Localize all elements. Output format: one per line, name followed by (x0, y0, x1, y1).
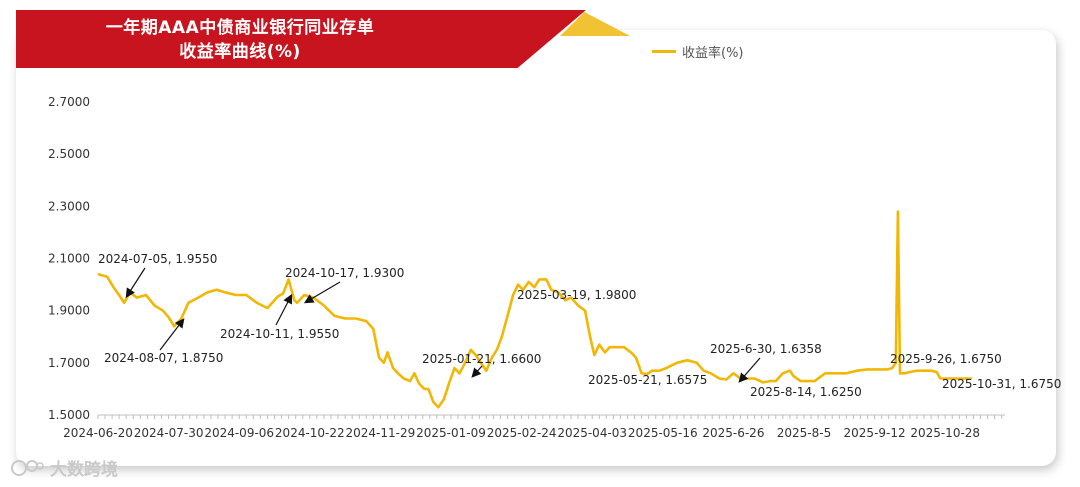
annotation-arrow (125, 267, 146, 299)
annotation-label: 2024-10-11, 1.9550 (220, 327, 339, 341)
annotation-label: 2025-6-30, 1.6358 (710, 342, 822, 356)
annotation-label: 2025-03-19, 1.9800 (517, 288, 636, 302)
x-tick-label: 2025-05-16 (628, 426, 698, 440)
annotation-label: 2025-8-14, 1.6250 (750, 385, 862, 399)
legend-label: 收益率(%) (682, 46, 744, 61)
watermark-text: 大数跨境 (50, 460, 118, 480)
series-line (97, 210, 972, 409)
y-tick-label: 1.9000 (48, 304, 90, 318)
y-tick-label: 1.5000 (48, 408, 90, 422)
chart-card (16, 30, 1056, 466)
y-tick-label: 1.7000 (48, 356, 90, 370)
x-tick-label: 2024-07-30 (134, 426, 204, 440)
x-tick-label: 2025-01-09 (416, 426, 486, 440)
annotation-label: 2024-10-17, 1.9300 (285, 266, 404, 280)
annotation-label: 2025-01-21, 1.6600 (422, 352, 541, 366)
x-tick-label: 2025-10-28 (910, 426, 980, 440)
x-tick-label: 2024-09-06 (204, 426, 274, 440)
annotation-arrow (471, 365, 483, 378)
chart-title-line-2: 收益率曲线(%) (179, 42, 301, 62)
annotation-label: 2025-9-26, 1.6750 (890, 352, 1002, 366)
x-tick-label: 2025-6-26 (702, 426, 764, 440)
annotation-arrow (275, 293, 293, 326)
watermark-logo-icon (11, 459, 44, 476)
chart-title-line-1: 一年期AAA中债商业银行同业存单 (105, 18, 375, 38)
annotation-label: 2024-08-07, 1.8750 (104, 351, 223, 365)
x-tick-label: 2025-8-5 (777, 426, 831, 440)
title-ribbon (16, 10, 586, 68)
annotation-arrow (738, 357, 761, 383)
y-tick-label: 2.5000 (48, 147, 90, 161)
chart-title: 一年期AAA中债商业银行同业存单 收益率曲线(%) (40, 16, 440, 64)
x-tick-label: 2025-04-03 (557, 426, 627, 440)
legend-line-swatch (652, 50, 676, 53)
x-tick-label: 2024-10-22 (275, 426, 345, 440)
y-tick-label: 2.7000 (48, 95, 90, 109)
annotation-label: 2025-10-31, 1.6750 (942, 377, 1061, 391)
y-tick-label: 2.3000 (48, 199, 90, 213)
legend: 收益率(%) (652, 42, 744, 61)
annotation-arrow (159, 318, 185, 351)
x-tick-label: 2024-06-20 (63, 426, 133, 440)
x-tick-label: 2025-02-24 (487, 426, 557, 440)
x-tick-label: 2024-11-29 (346, 426, 416, 440)
watermark: 大数跨境 (10, 455, 118, 480)
annotation-label: 2024-07-05, 1.9550 (98, 252, 217, 266)
annotation-label: 2025-05-21, 1.6575 (588, 373, 707, 387)
x-tick-label: 2025-9-12 (844, 426, 906, 440)
annotation-arrow (303, 281, 341, 304)
y-tick-label: 2.1000 (48, 252, 90, 266)
